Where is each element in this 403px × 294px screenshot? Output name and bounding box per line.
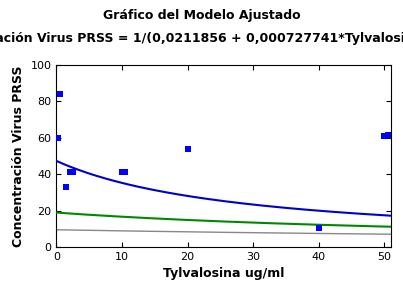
Point [55,135,62,140]
Point [184,146,191,151]
Point [63,184,69,189]
Text: Concentración Virus PRSS = 1/(0,0211856 + 0,000727741*Tylvalosina ug/ml): Concentración Virus PRSS = 1/(0,0211856 … [0,32,403,45]
Point [316,225,322,230]
Y-axis label: Concentración Virus PRSS: Concentración Virus PRSS [12,65,25,247]
Text: Gráfico del Modelo Ajustado: Gráfico del Modelo Ajustado [103,9,300,22]
Point [70,170,76,175]
Point [119,170,125,175]
Point [381,133,388,138]
X-axis label: Tylvalosina ug/ml: Tylvalosina ug/ml [163,267,285,280]
Point [384,133,391,137]
Point [66,170,73,175]
Point [122,170,129,175]
Point [56,91,63,96]
